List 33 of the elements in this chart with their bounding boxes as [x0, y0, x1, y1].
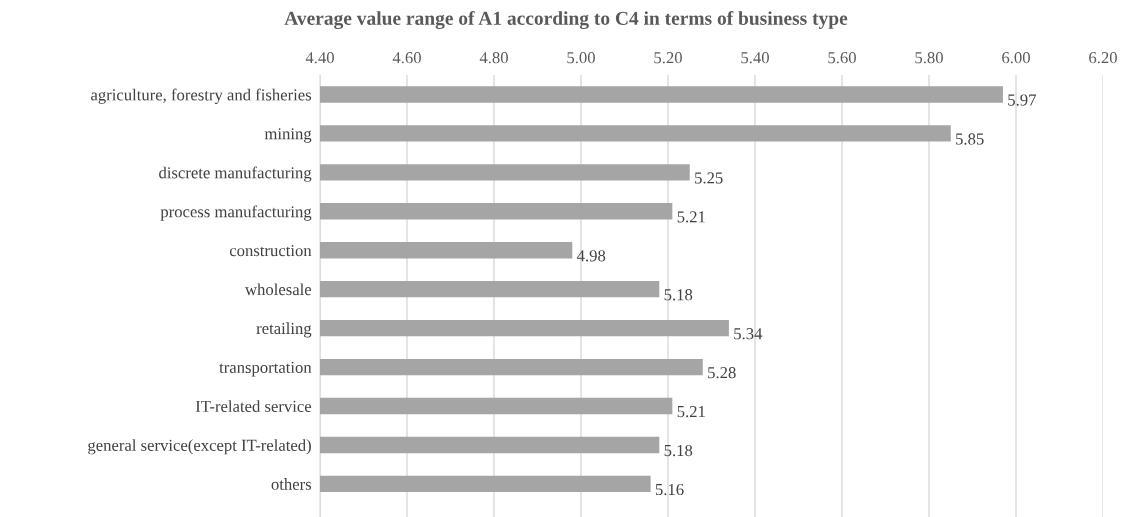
- data-label: 5.16: [655, 483, 684, 496]
- x-tick-label: 5.20: [654, 52, 682, 64]
- y-tick-label: others: [271, 478, 312, 490]
- data-label: 4.98: [576, 250, 606, 262]
- data-label: 5.97: [1008, 94, 1036, 106]
- y-tick-label: agriculture, forestry and fisheries: [91, 88, 312, 104]
- y-tick-label: IT-related service: [195, 400, 312, 412]
- x-tick-label: 6.20: [1089, 52, 1117, 64]
- data-label: 5.28: [708, 367, 736, 379]
- y-tick-label: retailing: [256, 322, 312, 338]
- x-tick-label: 4.60: [392, 52, 421, 64]
- x-tick-label: 6.00: [1002, 52, 1030, 64]
- data-label: 5.21: [677, 211, 705, 223]
- y-tick-label: construction: [229, 244, 312, 257]
- x-tick-label: 5.60: [828, 52, 856, 64]
- data-label: 5.25: [695, 172, 723, 184]
- x-tick-label: 4.40: [305, 52, 334, 64]
- y-tick-label: transportation: [219, 361, 312, 377]
- data-label: 5.21: [677, 405, 705, 418]
- x-tick-label: 4.80: [479, 52, 508, 64]
- y-tick-label: wholesale: [245, 283, 312, 296]
- x-tick-label: 5.00: [567, 52, 595, 64]
- data-label: 5.18: [664, 444, 693, 457]
- y-tick-label: discrete manufacturing: [159, 166, 312, 182]
- y-tick-label: process manufacturing: [160, 205, 312, 221]
- data-label: 5.85: [956, 133, 984, 145]
- y-tick-label: general service(except IT-related): [88, 439, 311, 455]
- data-label: 5.18: [664, 289, 693, 301]
- data-label: 5.34: [734, 328, 763, 340]
- x-tick-label: 5.80: [915, 52, 943, 64]
- y-tick-label: mining: [264, 128, 312, 143]
- chart-title: Average value range of A1 according to C4 in terms of business type: [284, 11, 848, 29]
- x-tick-label: 5.40: [741, 52, 769, 64]
